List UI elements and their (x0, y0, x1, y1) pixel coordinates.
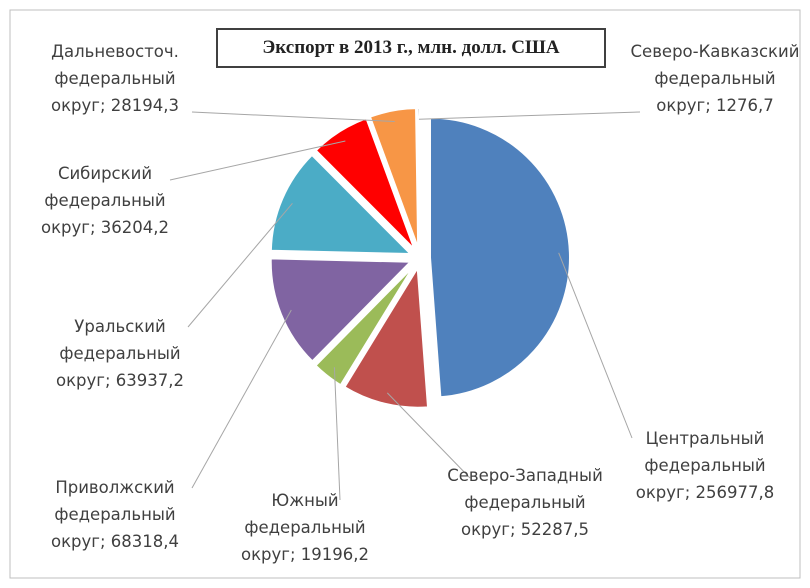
data-label: Северо-Кавказский федеральный округ; 127… (630, 38, 800, 119)
category-label: Сибирский федеральный округ; (40, 164, 166, 237)
data-label: Уральский федеральный округ; 63937,2 (35, 313, 205, 394)
data-label: Северо-Западный федеральный округ; 52287… (440, 462, 610, 543)
category-label: Приволжский федеральный округ; (50, 478, 176, 551)
data-label: Приволжский федеральный округ; 68318,4 (30, 474, 200, 555)
value-label: 19196,2 (300, 545, 369, 564)
value-label: 256977,8 (695, 483, 775, 502)
category-label: Дальневосточ. федеральный округ; (50, 42, 179, 115)
category-label: Центральный федеральный округ; (635, 429, 766, 502)
leader-line (418, 111, 641, 120)
leader-line (191, 111, 395, 123)
category-label: Уральский федеральный округ; (55, 317, 181, 390)
data-label: Центральный федеральный округ; 256977,8 (620, 425, 790, 506)
pie-slice (428, 116, 571, 399)
value-label: 68318,4 (110, 532, 179, 551)
value-label: 28194,3 (110, 96, 179, 115)
category-label: Северо-Западный федеральный округ; (447, 466, 603, 539)
pie-slice (314, 265, 415, 387)
pie-slice (314, 116, 416, 251)
value-label: 63937,2 (115, 371, 184, 390)
leader-line (169, 140, 346, 181)
data-label: Южный федеральный округ; 19196,2 (220, 487, 390, 568)
chart-title: Экспорт в 2013 г., млн. долл. США (216, 28, 606, 68)
category-label: Северо-Кавказский федеральный округ; (630, 42, 800, 115)
data-label: Сибирский федеральный округ; 36204,2 (20, 160, 190, 241)
leader-line (333, 367, 341, 501)
leader-line (187, 202, 293, 328)
pie-slice (269, 153, 414, 256)
pie-slice (416, 106, 421, 249)
leader-line (191, 309, 292, 489)
pie-slice (343, 264, 430, 409)
leader-line (558, 252, 633, 439)
value-label: 52287,5 (520, 520, 589, 539)
category-label: Южный федеральный округ; (240, 491, 366, 564)
pie-slice (368, 107, 420, 249)
leader-line (386, 392, 471, 479)
value-label: 1276,7 (716, 96, 774, 115)
pie-slice (269, 257, 414, 363)
data-label: Дальневосточ. федеральный округ; 28194,3 (30, 38, 200, 119)
value-label: 36204,2 (100, 218, 169, 237)
